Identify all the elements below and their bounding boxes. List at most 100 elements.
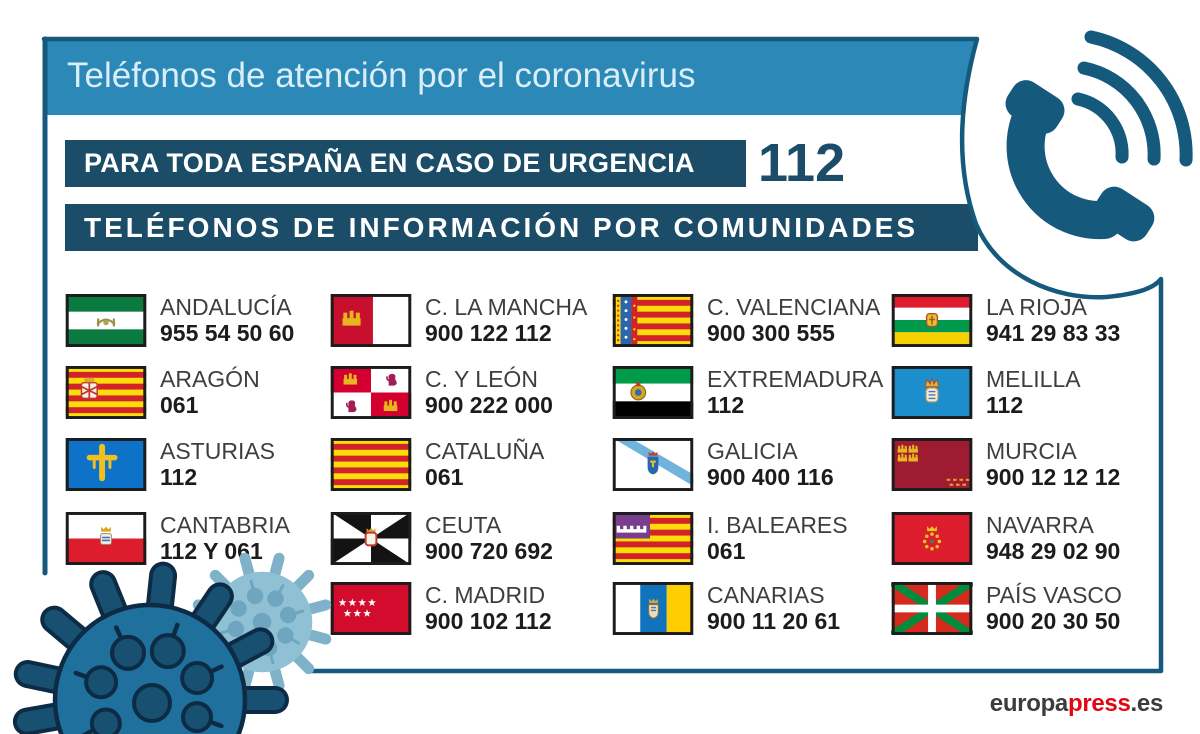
flag-cvalenciana-icon	[612, 294, 694, 347]
region-phone: 900 20 30 50	[986, 608, 1121, 634]
flag-canarias-icon	[612, 582, 694, 635]
communities-banner-label: TELÉFONOS DE INFORMACIÓN POR COMUNIDADES	[84, 211, 919, 243]
region-phone: 061	[425, 464, 464, 490]
region-name: C. Y LEÓN	[425, 366, 538, 392]
urgency-banner: PARA TODA ESPAÑA EN CASO DE URGENCIA	[65, 140, 746, 187]
region-name: CATALUÑA	[425, 438, 545, 464]
region-item: ANDALUCÍA 955 54 50 60	[65, 294, 294, 347]
region-text: PAÍS VASCO 900 20 30 50	[986, 582, 1122, 635]
flag-cantabria-icon	[65, 512, 147, 565]
region-text: I. BALEARES 061	[707, 512, 848, 565]
region-name: NAVARRA	[986, 512, 1094, 538]
region-text: MURCIA 900 12 12 12	[986, 438, 1120, 491]
region-item: ARAGÓN 061	[65, 366, 260, 419]
region-text: NAVARRA 948 29 02 90	[986, 512, 1120, 565]
region-name: CEUTA	[425, 512, 502, 538]
region-phone: 900 222 000	[425, 392, 553, 418]
flag-baleares-icon	[612, 512, 694, 565]
region-text: C. LA MANCHA 900 122 112	[425, 294, 587, 347]
europapress-logo: europapress.es	[989, 690, 1164, 718]
region-text: CANTABRIA 112 Y 061	[160, 512, 290, 565]
brand-europa: europa	[989, 690, 1069, 717]
flag-murcia-icon	[891, 438, 973, 491]
region-phone: 900 102 112	[425, 608, 552, 634]
region-name: CANARIAS	[707, 582, 825, 608]
region-name: I. BALEARES	[707, 512, 848, 538]
region-name: PAÍS VASCO	[986, 582, 1122, 608]
flag-galicia-icon	[612, 438, 694, 491]
flag-clamancha-icon	[330, 294, 412, 347]
flag-ceuta-icon	[330, 512, 412, 565]
flag-asturias-icon	[65, 438, 147, 491]
brand-press: press	[1067, 690, 1131, 717]
region-text: CEUTA 900 720 692	[425, 512, 553, 565]
region-text: C. MADRID 900 102 112	[425, 582, 552, 635]
region-text: ARAGÓN 061	[160, 366, 260, 419]
region-item: I. BALEARES 061	[612, 512, 848, 565]
flag-melilla-icon	[891, 366, 973, 419]
region-name: C. LA MANCHA	[425, 294, 588, 320]
region-text: ANDALUCÍA 955 54 50 60	[160, 294, 294, 347]
phone-waves-icon	[1071, 30, 1193, 167]
region-phone: 900 400 116	[707, 464, 834, 490]
region-name: ANDALUCÍA	[160, 294, 292, 320]
flag-aragon-icon	[65, 366, 147, 419]
region-name: C. MADRID	[425, 582, 546, 608]
region-name: EXTREMADURA	[707, 366, 884, 392]
region-item: CANTABRIA 112 Y 061	[65, 512, 290, 565]
region-text: LA RIOJA 941 29 83 33	[986, 294, 1120, 347]
region-name: C. VALENCIANA	[707, 294, 881, 320]
region-name: ARAGÓN	[160, 366, 260, 392]
region-name: LA RIOJA	[986, 294, 1087, 320]
region-text: C. VALENCIANA 900 300 555	[707, 294, 880, 347]
flag-cyleon-icon	[330, 366, 412, 419]
region-phone: 900 122 112	[425, 320, 552, 346]
region-phone: 112	[707, 392, 745, 418]
region-phone: 061	[160, 392, 199, 418]
region-phone: 112	[160, 464, 198, 490]
region-phone: 900 720 692	[425, 538, 553, 564]
region-item: C. LA MANCHA 900 122 112	[330, 294, 587, 347]
region-name: GALICIA	[707, 438, 798, 464]
region-item: MURCIA 900 12 12 12	[891, 438, 1120, 491]
region-phone: 955 54 50 60	[160, 320, 295, 346]
brand-es: .es	[1130, 690, 1164, 717]
region-item: C. Y LEÓN 900 222 000	[330, 366, 553, 419]
region-item: CATALUÑA 061	[330, 438, 544, 491]
region-phone: 112 Y 061	[160, 538, 263, 564]
page-title: Teléfonos de atención por el coronavirus	[67, 56, 696, 95]
flag-paisvasco-icon	[891, 582, 973, 635]
region-phone: 900 12 12 12	[986, 464, 1121, 490]
region-name: MELILLA	[986, 366, 1081, 392]
header-curve-mask	[961, 28, 1200, 298]
region-phone: 941 29 83 33	[986, 320, 1121, 346]
region-name: MURCIA	[986, 438, 1077, 464]
region-name: CANTABRIA	[160, 512, 290, 538]
flag-cmadrid-icon	[330, 582, 412, 635]
flag-cataluna-icon	[330, 438, 412, 491]
communities-banner: TELÉFONOS DE INFORMACIÓN POR COMUNIDADES	[65, 204, 978, 251]
region-name: ASTURIAS	[160, 438, 276, 464]
region-item: EXTREMADURA 112	[612, 366, 883, 419]
region-phone: 900 11 20 61	[707, 608, 841, 634]
frame-border	[41, 36, 1164, 674]
region-text: EXTREMADURA 112	[707, 366, 883, 419]
region-text: ASTURIAS 112	[160, 438, 275, 491]
phone-icon	[1005, 30, 1193, 242]
region-text: CATALUÑA 061	[425, 438, 544, 491]
region-text: MELILLA 112	[986, 366, 1081, 419]
coronavirus-small-icon	[192, 552, 332, 692]
urgency-number: 112	[758, 133, 846, 193]
flag-andalucia-icon	[65, 294, 147, 347]
region-phone: 948 29 02 90	[986, 538, 1121, 564]
region-phone: 900 300 555	[707, 320, 835, 346]
region-phone: 061	[707, 538, 746, 564]
region-item: ASTURIAS 112	[65, 438, 275, 491]
urgency-banner-label: PARA TODA ESPAÑA EN CASO DE URGENCIA	[84, 148, 695, 178]
region-item: C. VALENCIANA 900 300 555	[612, 294, 880, 347]
region-item: CEUTA 900 720 692	[330, 512, 553, 565]
region-item: MELILLA 112	[891, 366, 1081, 419]
region-item: GALICIA 900 400 116	[612, 438, 834, 491]
region-text: CANARIAS 900 11 20 61	[707, 582, 840, 635]
